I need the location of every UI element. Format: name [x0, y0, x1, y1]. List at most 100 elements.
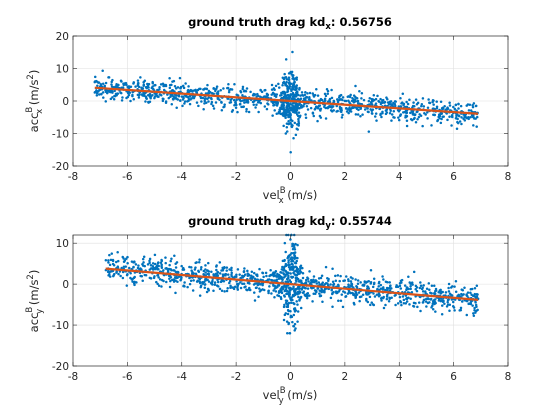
scatter-point — [216, 97, 220, 100]
scatter-point — [416, 118, 419, 121]
scatter-point — [121, 96, 124, 99]
scatter-point — [405, 105, 409, 109]
scatter-point — [387, 299, 391, 303]
scatter-point — [246, 281, 250, 285]
scatter-point — [212, 289, 215, 293]
scatter-point — [151, 262, 155, 265]
scatter-point — [272, 271, 275, 274]
scatter-point — [109, 90, 112, 94]
scatter-point — [293, 121, 297, 125]
scatter-point — [172, 280, 176, 283]
scatter-point — [206, 269, 209, 272]
scatter-point — [289, 121, 292, 125]
scatter-point — [137, 264, 140, 267]
scatter-point — [113, 89, 116, 93]
x-tick-label: 0 — [287, 171, 294, 183]
scatter-point — [234, 106, 238, 110]
scatter-point — [408, 281, 411, 284]
scatter-point — [276, 284, 279, 287]
scatter-point — [167, 274, 171, 278]
scatter-point — [207, 289, 210, 292]
scatter-point — [273, 88, 276, 92]
scatter-point — [273, 284, 276, 288]
scatter-point — [242, 105, 245, 108]
scatter-point — [241, 99, 244, 102]
scatter-point — [282, 80, 286, 84]
scatter-point — [231, 286, 235, 289]
scatter-point — [188, 282, 192, 286]
scatter-point — [326, 106, 329, 110]
scatter-point — [165, 280, 168, 284]
scatter-point — [444, 291, 448, 294]
scatter-point — [446, 107, 450, 111]
scatter-point — [414, 98, 418, 101]
scatter-point — [129, 271, 132, 275]
scatter-point — [384, 280, 388, 283]
scatter-point — [388, 281, 391, 284]
scatter-point — [287, 274, 290, 278]
scatter-point — [317, 281, 321, 284]
scatter-point — [307, 280, 310, 283]
scatter-point — [200, 266, 203, 269]
scatter-point — [270, 88, 274, 91]
scatter-point — [95, 91, 99, 95]
scatter-point — [470, 293, 473, 296]
scatter-point — [168, 285, 172, 289]
scatter-point — [308, 270, 311, 273]
scatter-point — [291, 320, 294, 324]
scatter-point — [140, 274, 144, 278]
scatter-point — [350, 282, 353, 285]
scatter-point — [331, 292, 334, 296]
scatter-point — [347, 99, 350, 103]
scatter-point — [289, 109, 292, 112]
scatter-point — [285, 122, 289, 125]
x-tick-label: -4 — [177, 171, 188, 183]
scatter-point — [116, 92, 120, 95]
scatter-point — [241, 282, 244, 285]
scatter-point — [235, 103, 238, 107]
scatter-point — [200, 100, 203, 103]
scatter-point — [197, 260, 201, 264]
scatter-point — [323, 105, 326, 109]
scatter-point — [440, 304, 444, 307]
scatter-point — [291, 293, 295, 297]
scatter-point — [277, 277, 281, 280]
scatter-point — [286, 332, 289, 335]
scatter-point — [284, 299, 288, 302]
scatter-point — [299, 279, 302, 282]
scatter-point — [434, 310, 437, 313]
scatter-point — [400, 278, 404, 282]
scatter-point — [235, 98, 238, 102]
scatter-point — [197, 104, 200, 108]
scatter-point — [287, 265, 291, 269]
scatter-point — [290, 315, 294, 319]
scatter-point — [207, 280, 211, 283]
scatter-point — [107, 259, 110, 262]
scatter-point — [390, 113, 394, 116]
scatter-point — [225, 266, 229, 269]
scatter-point — [162, 97, 165, 101]
scatter-point — [116, 250, 119, 254]
scatter-point — [136, 82, 140, 85]
scatter-point — [289, 257, 292, 261]
scatter-point — [471, 104, 474, 107]
scatter-point — [261, 271, 265, 275]
scatter-point — [259, 282, 262, 286]
scatter-point — [381, 275, 384, 278]
scatter-point — [299, 267, 302, 270]
scatter-point — [199, 87, 202, 91]
scatter-point — [285, 292, 288, 296]
scatter-point — [424, 300, 428, 303]
scatter-point — [310, 281, 314, 284]
scatter-point — [156, 282, 159, 286]
scatter-point — [372, 292, 375, 295]
scatter-point — [258, 287, 261, 290]
scatter-point — [245, 288, 248, 291]
scatter-point — [219, 280, 223, 284]
scatter-point — [399, 97, 402, 100]
scatter-point — [141, 257, 145, 261]
scatter-point — [399, 113, 403, 116]
scatter-point — [198, 278, 202, 281]
scatter-point — [114, 260, 118, 264]
